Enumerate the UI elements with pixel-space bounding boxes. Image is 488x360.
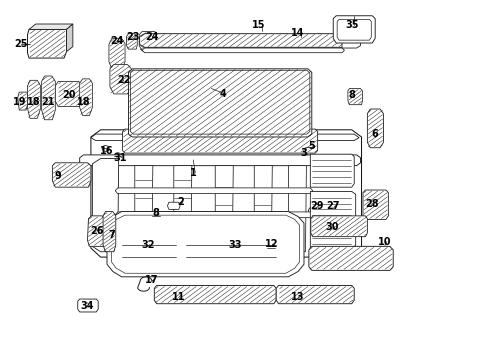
Polygon shape (254, 166, 272, 252)
Polygon shape (332, 16, 374, 43)
Polygon shape (27, 80, 41, 118)
Text: 33: 33 (227, 240, 241, 250)
Text: 23: 23 (126, 32, 140, 41)
Polygon shape (91, 130, 361, 257)
Polygon shape (27, 30, 66, 58)
Polygon shape (215, 166, 233, 252)
Text: 31: 31 (113, 153, 127, 163)
Polygon shape (341, 35, 360, 48)
Text: 35: 35 (345, 20, 358, 30)
Polygon shape (167, 202, 180, 210)
Polygon shape (92, 158, 119, 252)
Text: 24: 24 (110, 36, 123, 46)
Polygon shape (154, 285, 276, 304)
Text: 2: 2 (177, 197, 184, 207)
Polygon shape (122, 129, 317, 153)
Text: 8: 8 (347, 90, 354, 100)
Text: 30: 30 (325, 222, 338, 231)
Polygon shape (126, 34, 137, 49)
Polygon shape (110, 64, 131, 94)
Text: 3: 3 (300, 148, 307, 158)
Text: 21: 21 (41, 97, 55, 107)
Text: 16: 16 (100, 145, 114, 156)
Polygon shape (310, 192, 355, 248)
Text: 15: 15 (252, 20, 265, 30)
Text: 27: 27 (326, 201, 339, 211)
Polygon shape (142, 48, 344, 53)
Polygon shape (288, 166, 306, 252)
Polygon shape (66, 24, 73, 51)
Text: 1: 1 (189, 168, 196, 178)
Text: 4: 4 (219, 89, 225, 99)
Polygon shape (308, 246, 392, 270)
Polygon shape (80, 155, 360, 166)
Polygon shape (29, 24, 73, 30)
Polygon shape (366, 109, 383, 148)
Text: 7: 7 (108, 230, 115, 239)
Text: 18: 18 (77, 97, 90, 107)
Polygon shape (87, 216, 105, 246)
Text: 10: 10 (377, 237, 391, 247)
Text: 32: 32 (141, 239, 154, 249)
Polygon shape (140, 34, 346, 47)
Polygon shape (103, 212, 116, 252)
Text: 6: 6 (371, 129, 378, 139)
Text: 34: 34 (81, 301, 94, 311)
Text: 28: 28 (365, 199, 378, 210)
Polygon shape (91, 134, 358, 140)
Polygon shape (115, 188, 312, 194)
Text: 20: 20 (62, 90, 76, 100)
Text: 17: 17 (145, 275, 158, 285)
Text: 8: 8 (152, 208, 159, 218)
Text: 25: 25 (14, 39, 28, 49)
Polygon shape (78, 299, 98, 312)
Text: 11: 11 (172, 292, 185, 302)
Polygon shape (362, 190, 387, 220)
Polygon shape (310, 216, 366, 237)
Polygon shape (115, 212, 312, 218)
Text: 24: 24 (145, 32, 158, 41)
Polygon shape (276, 285, 353, 304)
Text: 29: 29 (309, 201, 323, 211)
Polygon shape (173, 166, 191, 252)
Text: 22: 22 (117, 75, 130, 85)
Polygon shape (107, 212, 304, 277)
Polygon shape (135, 166, 153, 252)
Polygon shape (52, 163, 91, 187)
Text: 14: 14 (291, 28, 304, 38)
Text: 19: 19 (13, 97, 26, 107)
Polygon shape (109, 39, 125, 69)
Polygon shape (139, 32, 158, 51)
Polygon shape (347, 89, 362, 105)
Polygon shape (18, 92, 27, 110)
Polygon shape (310, 154, 353, 187)
Text: 9: 9 (55, 171, 61, 181)
Text: 5: 5 (308, 140, 315, 150)
Polygon shape (128, 69, 311, 137)
Text: 18: 18 (27, 97, 41, 107)
Polygon shape (41, 76, 55, 120)
Text: 26: 26 (90, 226, 104, 236)
Polygon shape (55, 81, 82, 107)
Text: 13: 13 (291, 292, 304, 302)
Text: 12: 12 (264, 239, 278, 249)
Polygon shape (80, 79, 92, 116)
